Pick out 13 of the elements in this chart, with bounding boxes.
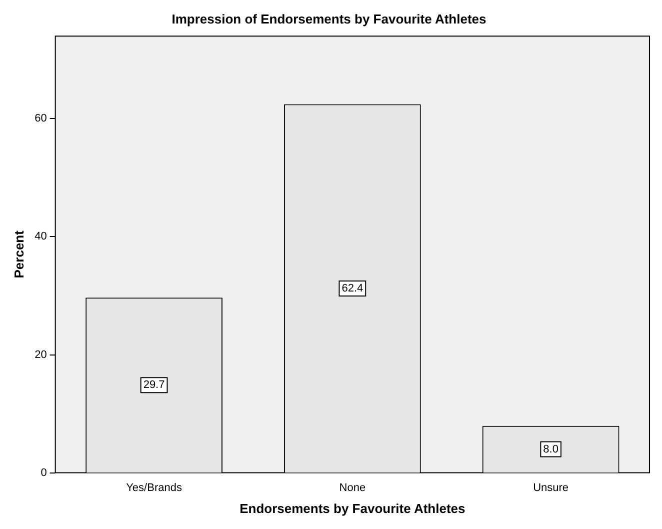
x-tick-label: Yes/Brands [126, 482, 182, 494]
data-label: 62.4 [342, 282, 364, 294]
data-label: 29.7 [143, 379, 165, 392]
x-tick-label: None [339, 482, 366, 494]
y-axis-title: Percent [11, 230, 26, 278]
data-label: 8.0 [543, 443, 558, 456]
x-axis-title: Endorsements by Favourite Athletes [240, 500, 466, 516]
y-tick-label: 0 [40, 467, 47, 480]
y-tick-label: 20 [34, 348, 47, 361]
chart-title: Impression of Endorsements by Favourite Athletes [172, 11, 486, 26]
y-tick-label: 40 [34, 230, 47, 243]
y-tick-label: 60 [34, 112, 47, 124]
x-tick-label: Unsure [533, 482, 569, 494]
